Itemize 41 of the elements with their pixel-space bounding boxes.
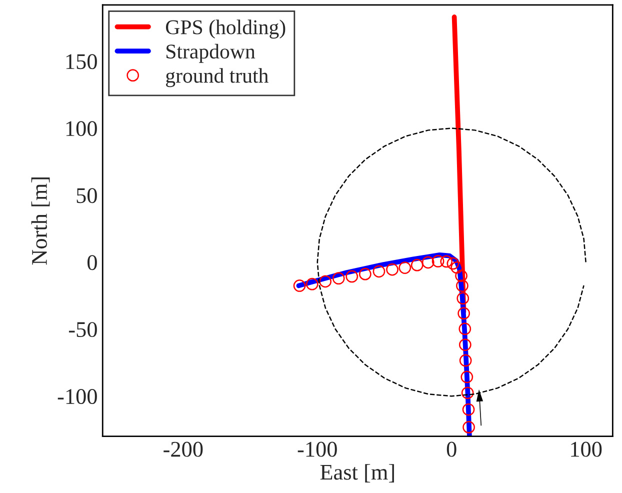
point [458,338,472,351]
point [462,403,475,416]
legend-label: ground truth [166,68,268,88]
point [458,307,470,320]
y-tick-label: 50 [76,188,97,204]
point [450,261,464,274]
y-tick-label: 150 [66,54,97,70]
point [459,354,472,367]
point [460,370,474,384]
y-tick-label: -50 [68,322,97,338]
point [410,258,424,272]
point [386,263,398,276]
point [462,421,475,434]
y-tick-label: 0 [88,255,97,270]
point [456,280,468,292]
point [306,278,318,290]
point [319,275,332,288]
y-tick-label: -100 [58,389,97,404]
point [455,270,468,282]
x-tick-label: -100 [298,442,337,457]
point [446,257,460,270]
y-tick-label: 100 [66,121,97,136]
point [358,268,372,280]
point [440,255,453,268]
x-tick-label: -200 [164,442,203,457]
legend-label: GPS (holding) [166,20,286,39]
point [372,265,386,278]
x-axis-title: East [m] [320,464,394,482]
x-tick-label: 0 [446,442,456,457]
point [422,256,434,269]
point [293,280,306,292]
point [456,292,470,304]
point [458,322,472,336]
point [346,270,358,283]
y-axis-title: North [m] [31,178,50,265]
legend-label: Strapdown [166,44,256,63]
point [432,255,444,268]
point [332,272,345,285]
point [398,262,412,274]
x-tick-label: 100 [571,442,602,457]
point [461,386,474,400]
